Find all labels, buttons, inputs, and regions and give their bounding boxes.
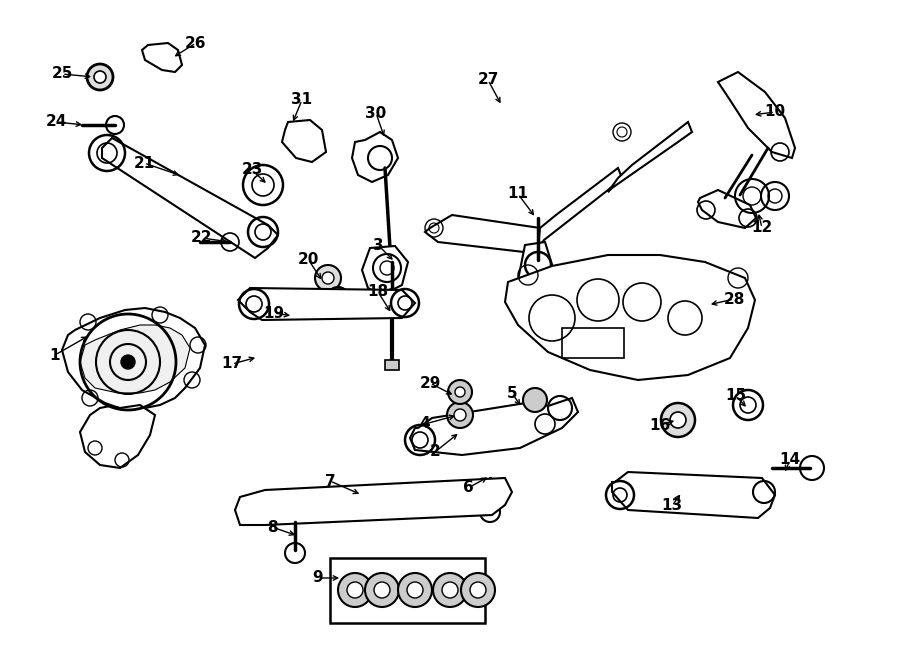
Text: 15: 15 [725, 389, 747, 403]
Text: 14: 14 [779, 453, 801, 467]
Circle shape [455, 387, 465, 397]
Text: 20: 20 [297, 251, 319, 266]
Text: 30: 30 [365, 106, 387, 120]
Text: 24: 24 [45, 114, 67, 130]
Polygon shape [80, 325, 190, 393]
Circle shape [374, 582, 390, 598]
Text: 16: 16 [650, 418, 670, 432]
Circle shape [347, 582, 363, 598]
Text: 18: 18 [367, 284, 389, 299]
Text: 31: 31 [292, 93, 312, 108]
Polygon shape [410, 398, 578, 455]
Polygon shape [515, 242, 560, 320]
Text: 7: 7 [325, 473, 336, 488]
Polygon shape [698, 190, 756, 228]
Circle shape [523, 388, 547, 412]
Polygon shape [238, 288, 415, 320]
Polygon shape [352, 132, 398, 182]
Polygon shape [612, 472, 775, 518]
Polygon shape [505, 255, 755, 380]
Circle shape [670, 412, 686, 428]
Polygon shape [538, 168, 622, 248]
Text: 27: 27 [477, 73, 499, 87]
Text: 6: 6 [463, 481, 473, 496]
Text: 26: 26 [185, 36, 207, 50]
Text: 9: 9 [312, 570, 323, 586]
Circle shape [87, 64, 113, 90]
Text: 21: 21 [133, 155, 155, 171]
Circle shape [461, 573, 495, 607]
Polygon shape [282, 120, 326, 162]
Polygon shape [102, 138, 278, 258]
Circle shape [327, 287, 349, 309]
Circle shape [365, 573, 399, 607]
Circle shape [448, 380, 472, 404]
Text: 8: 8 [266, 520, 277, 535]
Circle shape [121, 355, 135, 369]
Circle shape [661, 403, 695, 437]
Circle shape [338, 573, 372, 607]
Circle shape [447, 402, 473, 428]
Circle shape [398, 573, 432, 607]
Text: 23: 23 [241, 163, 263, 178]
Text: 17: 17 [221, 356, 243, 371]
Polygon shape [235, 478, 512, 525]
Polygon shape [718, 72, 795, 158]
Bar [562, 328, 624, 358]
Circle shape [322, 272, 334, 284]
Text: 5: 5 [507, 385, 517, 401]
Text: 13: 13 [662, 498, 682, 514]
Text: 19: 19 [264, 305, 284, 321]
Text: 1: 1 [50, 348, 60, 362]
Polygon shape [80, 405, 155, 468]
Circle shape [442, 582, 458, 598]
Polygon shape [62, 308, 205, 410]
Bar [385, 360, 399, 370]
Text: 28: 28 [724, 292, 744, 307]
Circle shape [315, 265, 341, 291]
Circle shape [433, 573, 467, 607]
Circle shape [333, 293, 343, 303]
Text: 3: 3 [373, 237, 383, 253]
Polygon shape [425, 215, 542, 252]
Polygon shape [608, 122, 692, 192]
Circle shape [454, 409, 466, 421]
Text: 2: 2 [429, 444, 440, 459]
Text: 12: 12 [752, 221, 772, 235]
Bar [330, 558, 485, 623]
Circle shape [94, 71, 106, 83]
Circle shape [407, 582, 423, 598]
Polygon shape [362, 246, 408, 295]
Text: 22: 22 [191, 231, 212, 245]
Text: 25: 25 [51, 67, 73, 81]
Text: 4: 4 [419, 416, 430, 432]
Text: 29: 29 [419, 375, 441, 391]
Polygon shape [142, 43, 182, 72]
Circle shape [470, 582, 486, 598]
Text: 11: 11 [508, 186, 528, 202]
Text: 10: 10 [764, 104, 786, 120]
